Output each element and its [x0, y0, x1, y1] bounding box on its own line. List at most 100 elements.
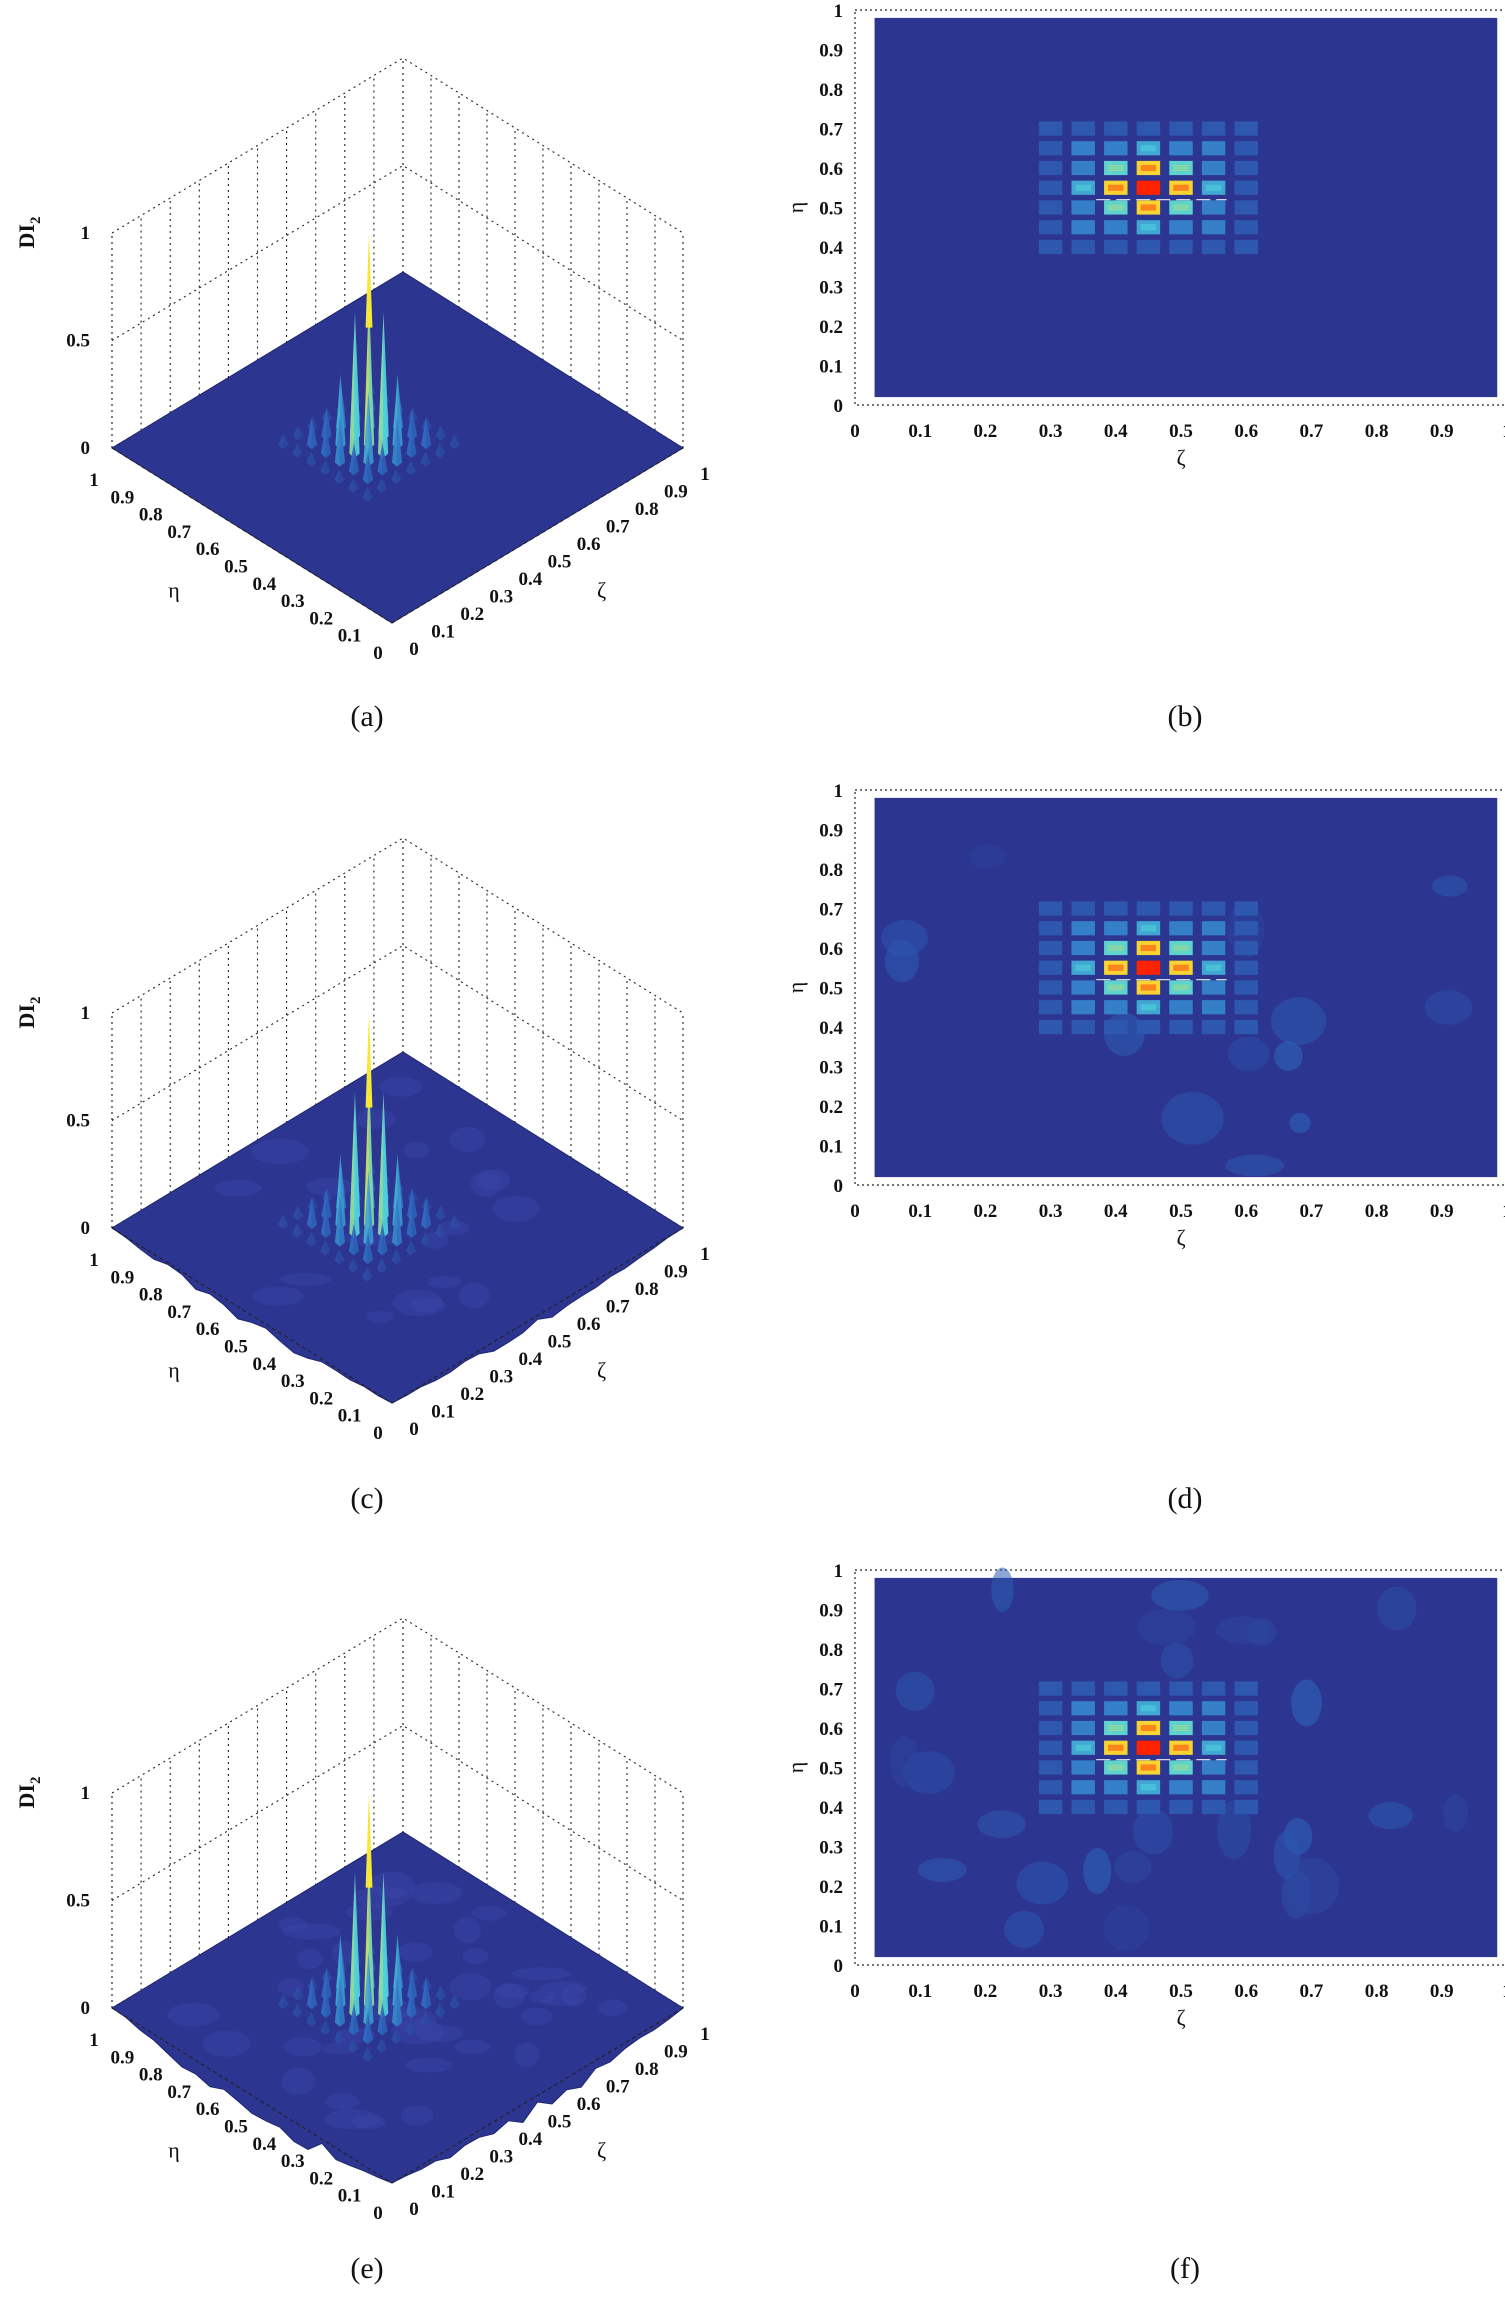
heatmap-cell-core	[1108, 944, 1124, 952]
near-edges	[111, 447, 684, 624]
heatmap-cell	[1201, 1000, 1226, 1015]
surface-spike	[326, 1188, 332, 1221]
surface-noise	[409, 1297, 447, 1314]
surface-spike	[306, 1977, 312, 2010]
heatmap-cell	[1169, 1701, 1193, 1716]
heatmap-cell	[1104, 141, 1128, 156]
surface-spike	[353, 2037, 359, 2054]
heatmap-cell	[1071, 901, 1095, 916]
y-tick-label: 0.1	[819, 1917, 843, 1938]
heatmap-cell-core	[1140, 184, 1157, 191]
y-tick-label: 0.4	[819, 1018, 843, 1039]
surface-spike	[377, 1109, 383, 1239]
zeta-tick-label: 0.1	[431, 2182, 455, 2203]
grid-line	[111, 164, 684, 341]
eta-tick-label: 0.7	[167, 2082, 191, 2103]
surface-spike	[353, 443, 360, 476]
surface-spike	[425, 2011, 431, 2027]
z-tick-label: 0	[81, 438, 91, 459]
x-tick-label: 0.5	[1169, 1201, 1193, 1222]
surface-noise	[492, 1195, 540, 1222]
x-tick-label: 0.6	[1234, 421, 1258, 442]
grid-line	[111, 1724, 684, 1901]
noise-blob	[1114, 1851, 1152, 1883]
surface-spike	[320, 425, 326, 459]
x-tick-label: 0.6	[1234, 1981, 1258, 2002]
surface-spike	[377, 2003, 383, 2036]
eta-axis-label: η	[168, 2138, 180, 2163]
surface-spike	[405, 2020, 411, 2036]
surface-noise	[252, 1286, 304, 1306]
eta-tick-label: 0.1	[338, 2186, 362, 2207]
surface-spike	[412, 1188, 418, 1221]
heatmap-cell	[1234, 1000, 1258, 1015]
heatmap-cell	[1038, 901, 1063, 916]
x-tick-label: 0	[850, 1201, 860, 1222]
surface-spike	[367, 1232, 374, 1265]
surface-spike	[340, 1933, 346, 2010]
heatmap-cell	[1038, 980, 1063, 995]
heatmap-cell	[1201, 1019, 1226, 1035]
surface-noise	[397, 1942, 433, 1963]
heatmap-cell	[1038, 1000, 1063, 1015]
axis-line	[391, 1227, 684, 1404]
surface-spike	[382, 329, 389, 459]
heatmap-cell-core	[1205, 1744, 1222, 1751]
noise-blob	[1104, 1012, 1145, 1056]
heatmap-cell-core	[1173, 984, 1189, 991]
surface-spike	[368, 293, 375, 450]
zeta-axis-label: ζ	[597, 578, 606, 603]
surface-spike	[382, 1109, 389, 1239]
heatmap-cell	[1104, 921, 1128, 936]
heatmap-cell	[1038, 1681, 1063, 1696]
surface-spike	[406, 1985, 412, 2019]
surface-spike	[362, 2012, 368, 2045]
noise-blob	[1216, 1800, 1252, 1860]
surface-spike	[397, 373, 403, 450]
zeta-axis-label: ζ	[597, 2138, 606, 2163]
x-tick-label: 0.3	[1039, 1201, 1063, 1222]
heatmap-cell	[1234, 1740, 1258, 1755]
surface-spike	[320, 1985, 326, 2019]
eta-tick-label: 0.5	[224, 557, 248, 578]
zeta-tick-label: 0.7	[606, 2077, 630, 2098]
surface-noise	[281, 2067, 316, 2095]
heatmap-cell	[1104, 1701, 1128, 1716]
surface-spike	[412, 408, 418, 441]
heatmap-cell-core	[1140, 204, 1157, 211]
x-tick-label: 0.3	[1039, 1981, 1063, 2002]
noise-blob	[1004, 1910, 1045, 1948]
surface-spike	[396, 2029, 402, 2045]
surface-noise	[514, 2042, 540, 2068]
surface-peak	[365, 1793, 373, 1888]
surface-spike	[377, 443, 383, 476]
eta-tick-label: 0.8	[139, 1285, 163, 1306]
x-tick-label: 0.8	[1365, 421, 1389, 442]
heatmap-cell	[1038, 1720, 1063, 1736]
noise-blob	[1160, 1642, 1194, 1679]
surface-spike	[391, 415, 397, 467]
heatmap-cell	[1071, 980, 1095, 995]
x-axis-label: ζ	[1176, 1225, 1185, 1250]
surface-spike	[426, 1977, 432, 2010]
heatmap-svg: 0 0.1 0.2 0.3 0.4 0.5 0.6 0.7 0.8 0.9 1 0 0.1 0.2 0.3 0…	[783, 1561, 1505, 2030]
heatmap-cell-core	[1140, 925, 1157, 932]
surface-spike	[306, 417, 312, 450]
heatmap-cell-core	[1173, 1764, 1189, 1771]
eta-tick-label: 0.9	[111, 487, 135, 508]
surface-spike	[440, 1205, 446, 1221]
surface-spike	[421, 417, 427, 450]
surface-noise	[250, 1138, 309, 1164]
surface-spike	[377, 329, 383, 459]
x-tick-label: 0.4	[1104, 421, 1128, 442]
y-tick-label: 0.5	[819, 979, 843, 1000]
heatmap-cell	[1169, 1799, 1193, 1815]
zeta-tick-label: 0.4	[519, 2129, 543, 2150]
heatmap-cell	[1234, 980, 1258, 995]
surface-noise	[453, 1916, 481, 1944]
zeta-tick-label: 0.2	[460, 1384, 484, 1405]
noise-blob	[1424, 990, 1473, 1025]
y-tick-label: 1	[834, 1561, 844, 1582]
heatmap-svg: 0 0.1 0.2 0.3 0.4 0.5 0.6 0.7 0.8 0.9 1 0 0.1 0.2 0.3 0…	[783, 781, 1505, 1250]
heatmap-cell	[1234, 1701, 1258, 1716]
